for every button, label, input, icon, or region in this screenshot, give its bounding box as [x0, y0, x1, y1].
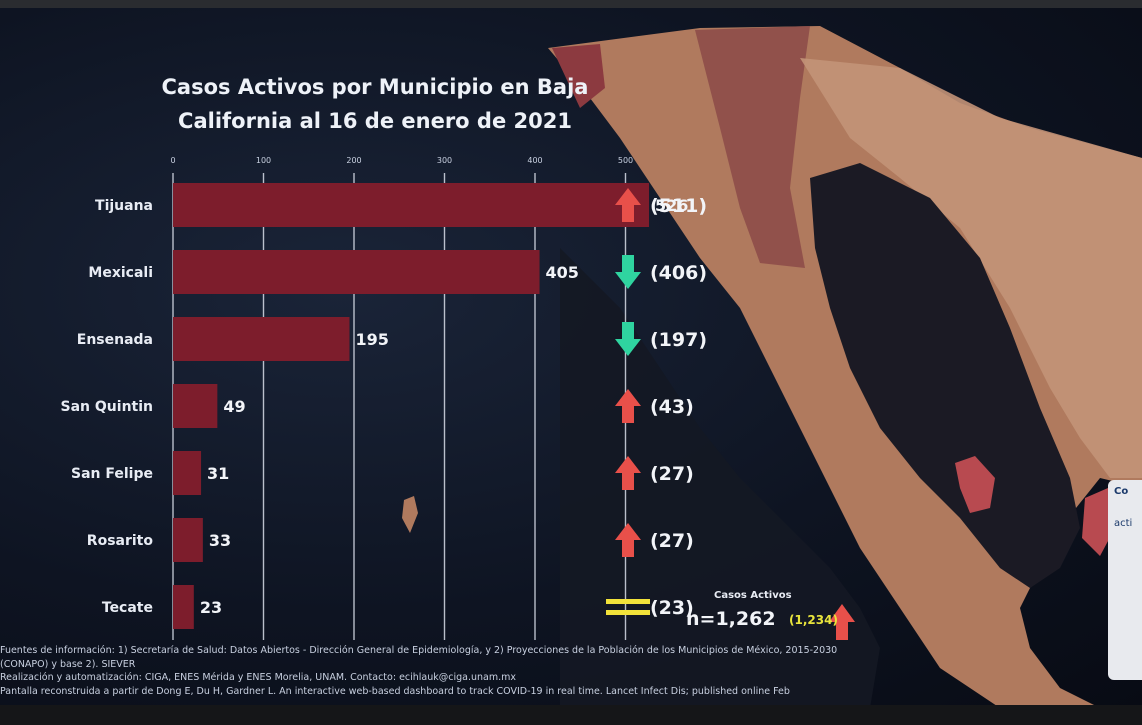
x-tick-label: 0 [170, 156, 175, 165]
sources-footer: Fuentes de información: 1) Secretaría de… [0, 644, 1000, 698]
presentation-screen: Casos Activos por Municipio en Baja Cali… [0, 8, 1142, 708]
equal-sign-icon-bar-bottom [606, 610, 650, 615]
down-arrow-icon [615, 322, 641, 356]
x-tick-label: 300 [437, 156, 452, 165]
monitor-bezel-bottom [0, 705, 1142, 725]
monitor-bezel-top [0, 0, 1142, 10]
bar [173, 317, 350, 361]
value-label: 31 [207, 464, 229, 483]
sources-line-4: Pantalla reconstruida a partir de Dong E… [0, 685, 790, 697]
up-arrow-icon [615, 389, 641, 423]
bar-chart: 0 100 200 300 400 500 Tijuana 526(511) Mexicali 4… [61, 156, 855, 640]
chart-title-line-2: California al 16 de enero de 2021 [178, 109, 572, 133]
map-hotspot-2 [1082, 488, 1115, 556]
map-region-tijuana [552, 44, 605, 108]
map-pacific [560, 248, 880, 708]
x-tick-label: 500 [618, 156, 633, 165]
map-hotspot-1 [955, 456, 995, 513]
previous-value-label: (27) [650, 530, 694, 552]
previous-value-label: (27) [650, 463, 694, 485]
bar [173, 183, 650, 227]
chart-title: Casos Activos por Municipio en Baja Cali… [140, 70, 610, 138]
side-card-line-1: Co [1114, 486, 1129, 497]
map-island [402, 496, 418, 533]
up-arrow-icon [615, 523, 641, 557]
chart-title-line-1: Casos Activos por Municipio en Baja [161, 75, 589, 99]
value-label: 23 [200, 598, 222, 617]
down-arrow-icon [615, 255, 641, 289]
previous-value-label: (197) [650, 329, 707, 351]
previous-value-label: (511) [650, 195, 707, 217]
value-label: 526 [655, 196, 688, 215]
equal-sign-icon-bar-top [606, 599, 650, 604]
side-info-card: Co acti [1108, 480, 1142, 680]
summary-label: Casos Activos [714, 590, 792, 601]
previous-value-label: (23) [650, 597, 694, 619]
value-label: 195 [355, 330, 388, 349]
bar [173, 384, 218, 428]
sources-line-3: Realización y automatización: CIGA, ENES… [0, 672, 517, 683]
sources-line-1: Fuentes de información: 1) Secretaría de… [0, 645, 838, 656]
previous-value-label: (43) [650, 396, 694, 418]
category-label: Ensenada [77, 332, 153, 348]
map-region-sonora [800, 58, 1142, 478]
bar [173, 451, 202, 495]
bar [173, 518, 203, 562]
category-label: San Felipe [71, 466, 153, 482]
bar [173, 250, 540, 294]
up-arrow-icon [615, 188, 641, 222]
value-label: 33 [209, 531, 231, 550]
category-label: Tijuana [95, 198, 153, 214]
category-label: Tecate [102, 600, 153, 616]
previous-value-label: (406) [650, 262, 707, 284]
up-arrow-icon [615, 456, 641, 490]
category-label: San Quintin [61, 399, 153, 415]
baja-california-map [402, 26, 1142, 708]
summary-total: n=1,262 [686, 608, 776, 630]
map-region-mexicali [695, 26, 810, 268]
x-tick-label: 100 [256, 156, 271, 165]
sources-line-2: (CONAPO) y base 2). SIEVER [0, 658, 136, 670]
summary-up-arrow-icon [829, 604, 855, 640]
value-label: 405 [546, 263, 579, 282]
category-label: Rosarito [87, 533, 154, 549]
x-tick-label: 200 [346, 156, 361, 165]
value-label: 49 [223, 397, 245, 416]
summary-previous: (1,234) [789, 613, 838, 627]
side-card-line-2: acti [1114, 518, 1133, 529]
x-tick-label: 400 [527, 156, 542, 165]
category-label: Mexicali [88, 265, 153, 281]
bar [173, 585, 194, 629]
map-gulf [810, 163, 1080, 588]
